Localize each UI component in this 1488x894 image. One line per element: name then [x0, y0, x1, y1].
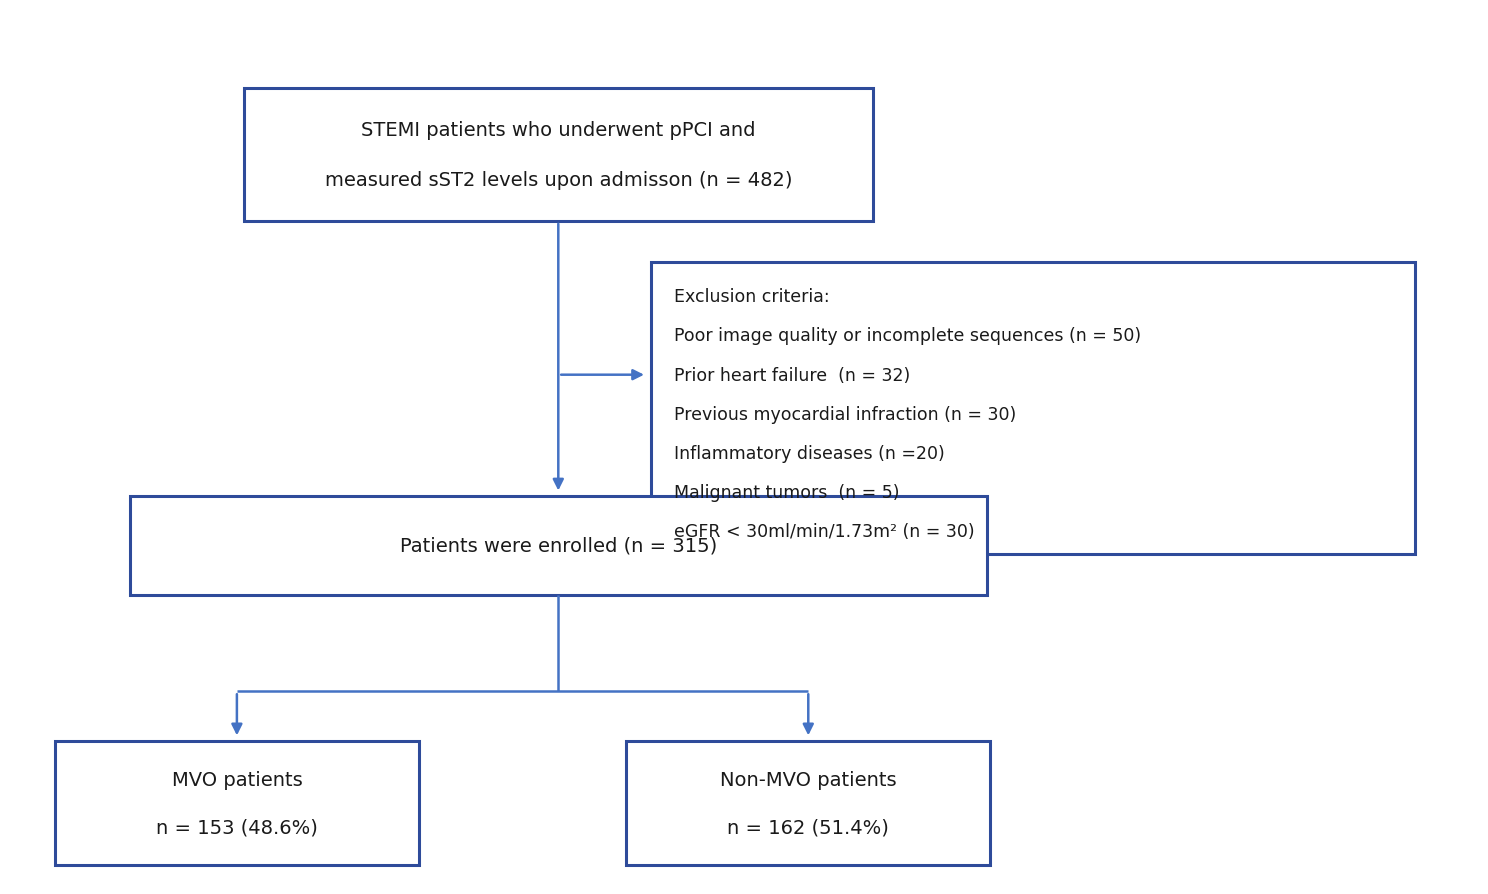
Text: Inflammatory diseases (n =20): Inflammatory diseases (n =20): [674, 444, 945, 462]
Text: Prior heart failure  (n = 32): Prior heart failure (n = 32): [674, 367, 911, 384]
Text: Previous myocardial infraction (n = 30): Previous myocardial infraction (n = 30): [674, 405, 1016, 423]
FancyBboxPatch shape: [652, 263, 1415, 554]
Text: measured sST2 levels upon admisson (n = 482): measured sST2 levels upon admisson (n = …: [324, 171, 792, 190]
FancyBboxPatch shape: [626, 741, 991, 865]
Text: MVO patients: MVO patients: [171, 770, 302, 789]
FancyBboxPatch shape: [244, 89, 872, 222]
Text: Non-MVO patients: Non-MVO patients: [720, 770, 897, 789]
Text: Patients were enrolled (n = 315): Patients were enrolled (n = 315): [400, 536, 717, 555]
Text: Malignant tumors  (n = 5): Malignant tumors (n = 5): [674, 484, 900, 502]
Text: STEMI patients who underwent pPCI and: STEMI patients who underwent pPCI and: [362, 121, 756, 139]
Text: eGFR < 30ml/min/1.73m² (n = 30): eGFR < 30ml/min/1.73m² (n = 30): [674, 522, 975, 541]
FancyBboxPatch shape: [55, 741, 420, 865]
Text: Exclusion criteria:: Exclusion criteria:: [674, 288, 830, 306]
Text: n = 162 (51.4%): n = 162 (51.4%): [728, 817, 890, 836]
Text: Poor image quality or incomplete sequences (n = 50): Poor image quality or incomplete sequenc…: [674, 327, 1141, 345]
FancyBboxPatch shape: [129, 496, 987, 595]
Text: n = 153 (48.6%): n = 153 (48.6%): [156, 817, 318, 836]
